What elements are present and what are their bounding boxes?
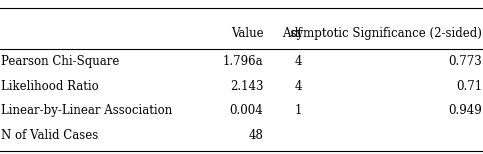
- Text: Pearson Chi-Square: Pearson Chi-Square: [1, 55, 119, 68]
- Text: Asymptotic Significance (2-sided): Asymptotic Significance (2-sided): [282, 27, 482, 40]
- Text: 1.796a: 1.796a: [223, 55, 263, 68]
- Text: 4: 4: [294, 55, 302, 68]
- Text: Likelihood Ratio: Likelihood Ratio: [1, 80, 99, 93]
- Text: 0.004: 0.004: [229, 104, 263, 117]
- Text: 0.71: 0.71: [456, 80, 482, 93]
- Text: 1: 1: [295, 104, 302, 117]
- Text: N of Valid Cases: N of Valid Cases: [1, 129, 98, 142]
- Text: Linear-by-Linear Association: Linear-by-Linear Association: [1, 104, 172, 117]
- Text: 0.949: 0.949: [448, 104, 482, 117]
- Text: 4: 4: [294, 80, 302, 93]
- Text: df: df: [290, 27, 302, 40]
- Text: 2.143: 2.143: [230, 80, 263, 93]
- Text: 0.773: 0.773: [448, 55, 482, 68]
- Text: Value: Value: [230, 27, 263, 40]
- Text: 48: 48: [248, 129, 263, 142]
